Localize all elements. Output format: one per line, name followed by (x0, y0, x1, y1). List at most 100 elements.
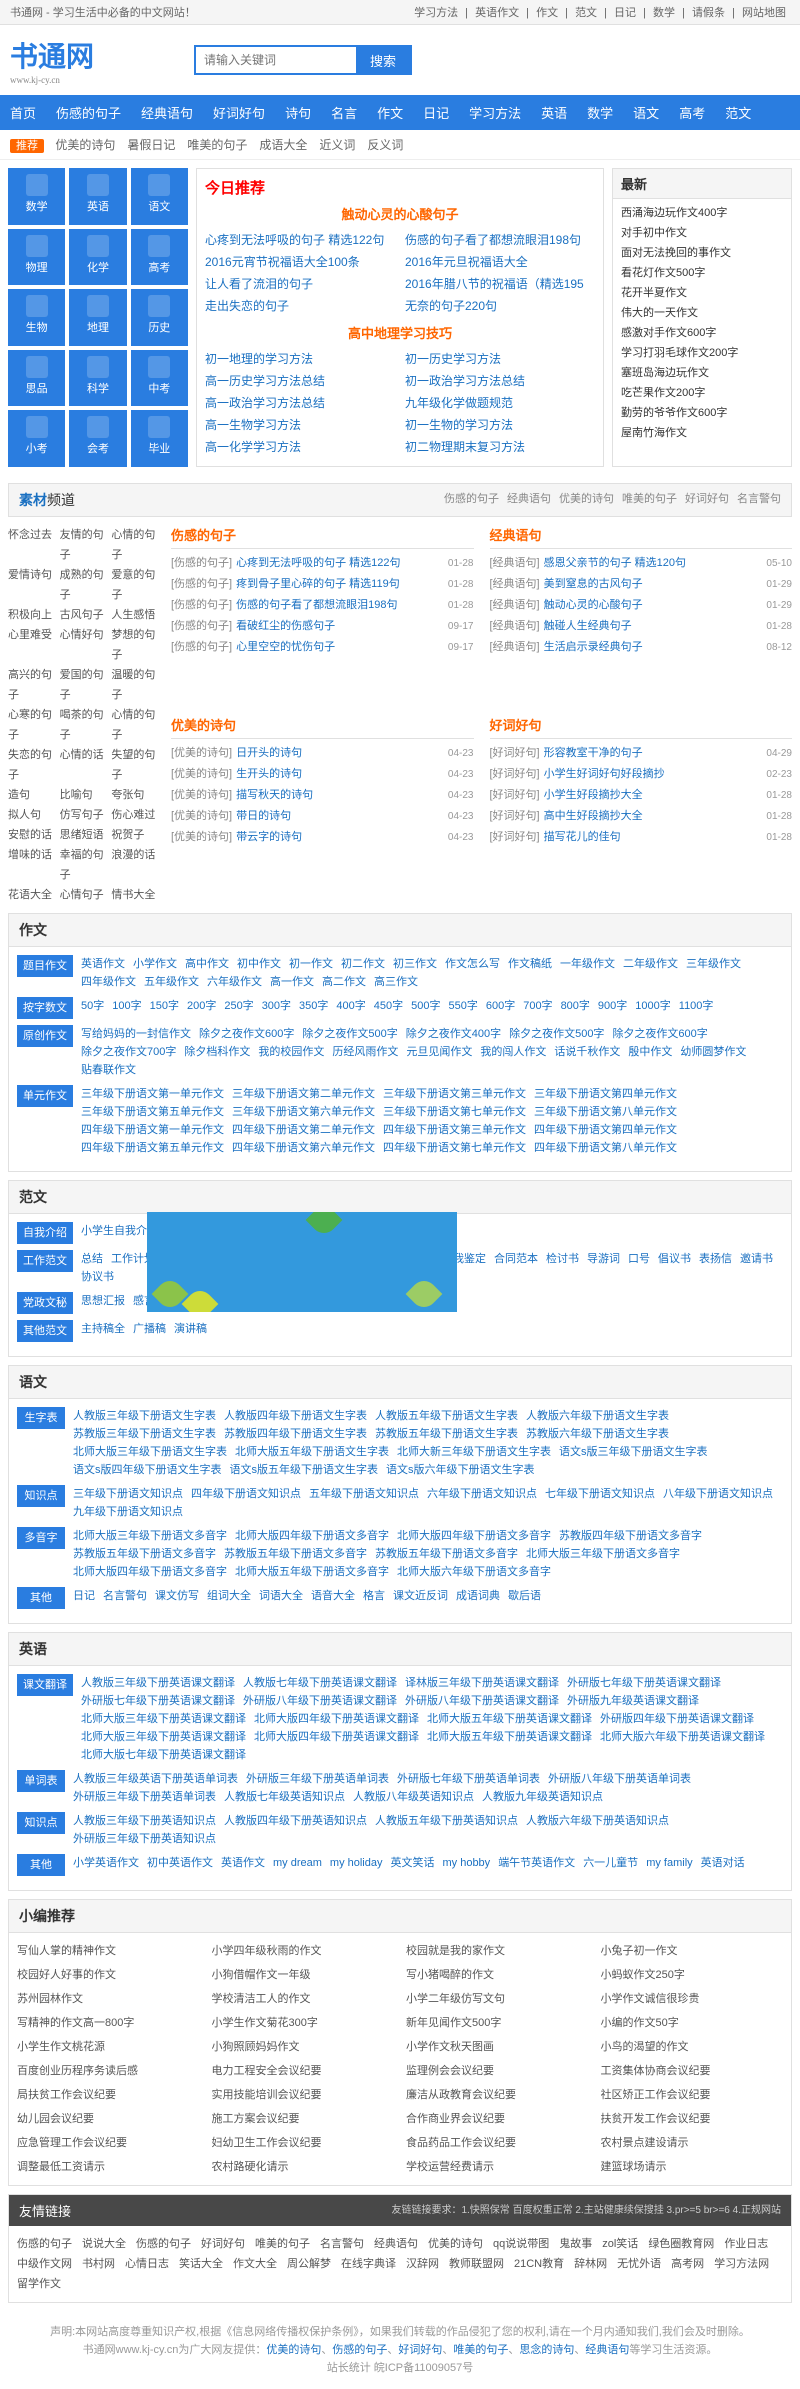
row-link[interactable]: 幼师圆梦作文 (680, 1043, 746, 1061)
row-link[interactable]: 演讲稿 (174, 1320, 207, 1338)
row-link[interactable]: 50字 (81, 997, 104, 1015)
sidecat-item[interactable]: 心里难受 (8, 625, 60, 665)
sidecat-item[interactable]: 古风句子 (60, 605, 112, 625)
today-link[interactable]: 无奈的句子220句 (405, 295, 595, 317)
row-link[interactable]: 北师大版四年级下册语文多音字 (235, 1527, 389, 1545)
row-link[interactable]: 六一儿童节 (583, 1854, 638, 1872)
sidecat-item[interactable]: 梦想的句子 (111, 625, 163, 665)
row-link[interactable]: 歇后语 (508, 1587, 541, 1605)
sidecat-item[interactable]: 成熟的句子 (60, 565, 112, 605)
today-link[interactable]: 初一历史学习方法 (405, 348, 595, 370)
friend-link[interactable]: 伤感的句子 (17, 2234, 72, 2254)
row-link[interactable]: 语音大全 (311, 1587, 355, 1605)
row-link[interactable]: 组词大全 (207, 1587, 251, 1605)
list-item[interactable]: [好词好句]描写花儿的佳句01-28 (490, 827, 793, 848)
footer-link[interactable]: 思念的诗句 (519, 2344, 574, 2356)
row-link[interactable]: 导游词 (587, 1250, 620, 1268)
row-link[interactable]: 五年级下册语文知识点 (309, 1485, 419, 1503)
sidecat-item[interactable]: 造句 (8, 785, 60, 805)
reco-link[interactable]: 小兔子初一作文 (601, 1941, 784, 1961)
reco-link[interactable]: 小学生作文菊花300字 (212, 2013, 395, 2033)
row-link[interactable]: 七年级下册语文知识点 (545, 1485, 655, 1503)
friend-link[interactable]: 中级作文网 (17, 2254, 72, 2274)
channel-link[interactable]: 优美的诗句 (559, 493, 614, 505)
row-link[interactable]: 人教版三年级英语下册英语单词表 (73, 1770, 238, 1788)
row-link[interactable]: 100字 (112, 997, 141, 1015)
cat-cell[interactable]: 英语 (69, 168, 126, 225)
row-link[interactable]: 话说千秋作文 (554, 1043, 620, 1061)
row-link[interactable]: 800字 (561, 997, 590, 1015)
row-link[interactable]: 九年级下册语文知识点 (73, 1503, 183, 1521)
row-link[interactable]: 口号 (628, 1250, 650, 1268)
reco-link[interactable]: 小学二年级仿写文句 (406, 1989, 589, 2009)
subnav-link[interactable]: 近义词 (319, 138, 355, 152)
row-link[interactable]: 课文仿写 (155, 1587, 199, 1605)
row-link[interactable]: 苏教版五年级下册语文生字表 (375, 1425, 518, 1443)
row-link[interactable]: 外研版三年级下册英语知识点 (73, 1830, 216, 1848)
row-link[interactable]: 600字 (486, 997, 515, 1015)
row-link[interactable]: 人教版九年级英语知识点 (482, 1788, 603, 1806)
reco-link[interactable]: 学校清洁工人的作文 (212, 1989, 395, 2009)
sidecat-item[interactable]: 伤心难过 (111, 805, 163, 825)
row-link[interactable]: 译林版三年级下册英语课文翻译 (405, 1674, 559, 1692)
row-link[interactable]: 北师大版三年级下册英语课文翻译 (81, 1728, 246, 1746)
list-item[interactable]: [伤感的句子]心疼到无法呼吸的句子 精选122句01-28 (171, 553, 474, 574)
subnav-link[interactable]: 优美的诗句 (55, 138, 115, 152)
subnav-link[interactable]: 成语大全 (259, 138, 307, 152)
friend-link[interactable]: 伤感的句子 (136, 2234, 191, 2254)
reco-link[interactable]: 电力工程安全会议纪要 (212, 2061, 395, 2081)
reco-link[interactable]: 小学作文秋天图画 (406, 2037, 589, 2057)
row-link[interactable]: 外研版七年级下册英语课文翻译 (81, 1692, 235, 1710)
row-link[interactable]: 四年级下册语文第三单元作文 (383, 1121, 526, 1139)
row-link[interactable]: 三年级下册语文第五单元作文 (81, 1103, 224, 1121)
friend-link[interactable]: 21CN教育 (514, 2254, 564, 2274)
row-link[interactable]: 北师大版三年级下册英语课文翻译 (81, 1710, 246, 1728)
reco-link[interactable]: 小学四年级秋雨的作文 (212, 1941, 395, 1961)
row-link[interactable]: 四年级下册语文第六单元作文 (232, 1139, 375, 1157)
nav-item[interactable]: 经典语句 (131, 95, 203, 130)
friend-link[interactable]: 好词好句 (201, 2234, 245, 2254)
sidecat-item[interactable]: 心寒的句子 (8, 705, 60, 745)
row-link[interactable]: 四年级下册语文第五单元作文 (81, 1139, 224, 1157)
row-link[interactable]: 三年级下册语文第三单元作文 (383, 1085, 526, 1103)
latest-link[interactable]: 吃芒果作文200字 (621, 387, 705, 399)
cat-cell[interactable]: 中考 (131, 350, 188, 407)
topbar-link[interactable]: 范文 (575, 7, 597, 19)
row-link[interactable]: 除夕之夜作文600字 (612, 1025, 707, 1043)
row-link[interactable]: 人教版四年级下册语文生字表 (224, 1407, 367, 1425)
row-link[interactable]: 端午节英语作文 (498, 1854, 575, 1872)
friend-link[interactable]: 作业日志 (724, 2234, 768, 2254)
nav-item[interactable]: 伤感的句子 (46, 95, 131, 130)
friend-link[interactable]: zol笑话 (602, 2234, 638, 2254)
latest-link[interactable]: 勤劳的爷爷作文600字 (621, 407, 727, 419)
row-link[interactable]: 四年级作文 (81, 973, 136, 991)
reco-link[interactable]: 小狗借帽作文一年级 (212, 1965, 395, 1985)
sidecat-item[interactable]: 积极向上 (8, 605, 60, 625)
row-link[interactable]: 主持稿全 (81, 1320, 125, 1338)
cat-cell[interactable]: 科学 (69, 350, 126, 407)
row-link[interactable]: 除夕之夜作文500字 (302, 1025, 397, 1043)
friend-link[interactable]: 书村网 (82, 2254, 115, 2274)
row-link[interactable]: 除夕档科作文 (184, 1043, 250, 1061)
row-link[interactable]: 三年级下册语文第一单元作文 (81, 1085, 224, 1103)
row-link[interactable]: 除夕之夜作文500字 (509, 1025, 604, 1043)
today-link[interactable]: 高一历史学习方法总结 (205, 370, 395, 392)
subnav-link[interactable]: 反义词 (367, 138, 403, 152)
today-link[interactable]: 让人看了流泪的句子 (205, 273, 395, 295)
reco-link[interactable]: 妇幼卫生工作会议纪要 (212, 2133, 395, 2153)
row-link[interactable]: 高二作文 (322, 973, 366, 991)
topbar-link[interactable]: 数学 (653, 7, 675, 19)
reco-link[interactable]: 写仙人掌的精神作文 (17, 1941, 200, 1961)
row-link[interactable]: 除夕之夜作文600字 (199, 1025, 294, 1043)
row-link[interactable]: 苏教版六年级下册语文生字表 (526, 1425, 669, 1443)
today-link[interactable]: 初二物理期末复习方法 (405, 436, 595, 458)
sidecat-item[interactable]: 心情的话 (60, 745, 112, 785)
footer-link[interactable]: 优美的诗句 (266, 2344, 321, 2356)
reco-link[interactable]: 学校运营经费请示 (406, 2157, 589, 2177)
sidecat-item[interactable]: 失恋的句子 (8, 745, 60, 785)
row-link[interactable]: my dream (273, 1854, 322, 1872)
row-link[interactable]: 北师大版三年级下册语文多音字 (526, 1545, 680, 1563)
row-link[interactable]: 格言 (363, 1587, 385, 1605)
row-link[interactable]: 人教版六年级下册英语知识点 (526, 1812, 669, 1830)
reco-link[interactable]: 百度创业历程序务读后感 (17, 2061, 200, 2081)
